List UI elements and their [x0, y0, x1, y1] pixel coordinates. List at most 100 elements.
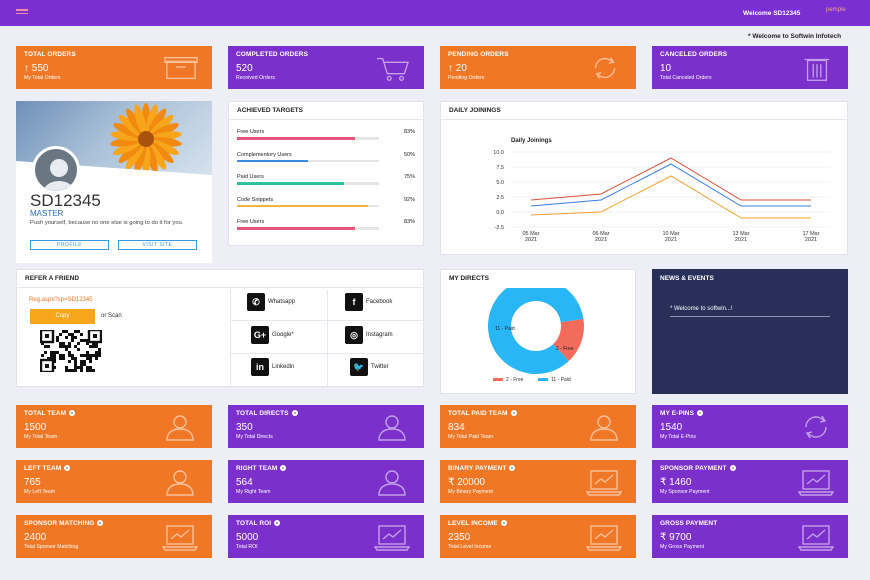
- stat-card-total-team[interactable]: TOTAL TEAM 1500 My Total Team: [16, 405, 212, 448]
- target-progress-bar: [237, 204, 379, 207]
- stat-card-left-team[interactable]: LEFT TEAM 765 My Left Team: [16, 460, 212, 503]
- eye-icon[interactable]: [64, 465, 71, 472]
- card-title-text: LEVEL INCOME: [448, 520, 498, 527]
- target-progress-bar: [237, 137, 379, 140]
- eye-icon[interactable]: [500, 520, 507, 527]
- copy-button[interactable]: Copy: [30, 309, 95, 324]
- profile-quote: Push yourself, because no one else is go…: [30, 220, 184, 226]
- share-twitter-button[interactable]: 🐦 Twitter: [350, 358, 389, 376]
- news-ticker: * Welcome to Softwin Infotech: [748, 33, 842, 40]
- stat-card-my-e-pins[interactable]: MY E-PINS 1540 My Total E-Pins: [652, 405, 848, 448]
- daily-joinings-chart: Daily Joinings 10.0 7.5 5.0 2.5 0.0 -2.5 05 Mar…: [493, 138, 831, 243]
- card-title: COMPLETED ORDERS: [236, 51, 309, 58]
- target-label: Paid Users: [237, 174, 264, 180]
- card-title-text: SPONSOR PAYMENT: [660, 465, 727, 472]
- card-title: LEVEL INCOME: [448, 520, 628, 527]
- stat-card-total-paid-team[interactable]: TOTAL PAID TEAM 834 My Total Paid Team: [440, 405, 636, 448]
- x-tick-label: 2021: [595, 237, 607, 243]
- legend-paid: 11 - Paid: [551, 377, 571, 383]
- card-title-text: TOTAL TEAM: [24, 410, 67, 417]
- share-label: Whatsapp: [268, 299, 296, 305]
- card-value: 765: [24, 477, 41, 488]
- card-title-text: TOTAL DIRECTS: [236, 410, 289, 417]
- social-divider: [230, 353, 423, 354]
- card-value: 2350: [448, 532, 471, 543]
- share-instagram-button[interactable]: ◎ Instagram: [345, 326, 393, 344]
- linkedin-icon: in: [251, 358, 269, 376]
- eye-icon[interactable]: [280, 465, 287, 472]
- eye-icon[interactable]: [274, 520, 281, 527]
- eye-icon[interactable]: [697, 410, 704, 417]
- profile-button[interactable]: PROFILE: [30, 240, 109, 250]
- user-menu[interactable]: pemple: [826, 7, 846, 13]
- order-card-pending-orders[interactable]: PENDING ORDERS ↑ 20 Pending Orders: [440, 46, 636, 89]
- order-card-completed-orders[interactable]: COMPLETED ORDERS 520 Received Orders: [228, 46, 424, 89]
- card-title-text: GROSS PAYMENT: [660, 520, 718, 527]
- card-title: LEFT TEAM: [24, 465, 204, 472]
- share-whatsapp-button[interactable]: ✆ Whatsapp: [247, 293, 295, 311]
- card-title-text: TOTAL PAID TEAM: [448, 410, 508, 417]
- x-tick-label: 10 Mar: [662, 231, 679, 237]
- news-events-panel: NEWS & EVENTS * Welcome to softwin...!: [652, 269, 848, 394]
- x-tick-label: 13 Mar: [732, 231, 749, 237]
- avatar: [32, 146, 80, 194]
- legend-free: 2 - Free: [506, 377, 524, 383]
- visit-site-button[interactable]: VISIT SITE: [118, 240, 197, 250]
- card-title: SPONSOR MATCHING: [24, 520, 204, 527]
- order-card-canceled-orders[interactable]: CANCELED ORDERS 10 Total Canceled Orders: [652, 46, 848, 89]
- stat-card-binary-payment[interactable]: BINARY PAYMENT ₹ 20000 My Binary Payment: [440, 460, 636, 503]
- share-label: Instagram: [366, 332, 393, 338]
- share-facebook-button[interactable]: f Facebook: [345, 293, 392, 311]
- target-row: Free Users 83%: [237, 129, 415, 141]
- stat-card-level-income[interactable]: LEVEL INCOME 2350 Total Level Income: [440, 515, 636, 558]
- card-subtitle: My Left Team: [24, 489, 56, 495]
- card-subtitle: Total Canceled Orders: [660, 75, 712, 81]
- stat-card-sponsor-payment[interactable]: SPONSOR PAYMENT ₹ 1460 My Sponsor Paymen…: [652, 460, 848, 503]
- news-item[interactable]: * Welcome to softwin...!: [670, 306, 830, 317]
- directs-title: MY DIRECTS: [449, 275, 489, 282]
- profile-rank: MASTER: [30, 209, 64, 218]
- card-value: ↑ 20: [448, 63, 467, 74]
- eye-icon[interactable]: [510, 410, 517, 417]
- joinings-title: DAILY JOININGS: [441, 102, 847, 120]
- share-linkedin-button[interactable]: in Linkedin: [251, 358, 294, 376]
- card-title: TOTAL DIRECTS: [236, 410, 416, 417]
- stat-card-sponsor-matching[interactable]: SPONSOR MATCHING 2400 Total Sponsor Matc…: [16, 515, 212, 558]
- y-tick-label: 7.5: [496, 165, 504, 171]
- stat-card-right-team[interactable]: RIGHT TEAM 564 My Right Team: [228, 460, 424, 503]
- target-percent: 92%: [403, 196, 415, 203]
- achieved-targets-panel: ACHIEVED TARGETS Free Users 83% Compleme…: [228, 101, 424, 246]
- share-google-button[interactable]: G+ Google*: [251, 326, 294, 344]
- eye-icon[interactable]: [97, 520, 104, 527]
- card-title: PENDING ORDERS: [448, 51, 509, 58]
- eye-icon[interactable]: [729, 465, 736, 472]
- stat-card-total-directs[interactable]: TOTAL DIRECTS 350 My Total Directs: [228, 405, 424, 448]
- slice-label-free: 2 - Free: [556, 346, 574, 352]
- stat-card-gross-payment[interactable]: GROSS PAYMENT ₹ 9700 My Gross Payment: [652, 515, 848, 558]
- referral-link[interactable]: Reg.aspx?sp=SD12345: [29, 297, 93, 303]
- order-card-total-orders[interactable]: TOTAL ORDERS ↑ 550 My Total Orders: [16, 46, 212, 89]
- card-subtitle: My Binary Payment: [448, 489, 493, 495]
- whatsapp-icon: ✆: [247, 293, 265, 311]
- eye-icon[interactable]: [291, 410, 298, 417]
- target-progress-bar: [237, 227, 379, 230]
- card-title: TOTAL ORDERS: [24, 51, 76, 58]
- facebook-icon: f: [345, 293, 363, 311]
- social-divider: [230, 320, 423, 321]
- stat-card-total-roi[interactable]: TOTAL ROI 5000 Total ROI: [228, 515, 424, 558]
- y-tick-label: 0.0: [496, 210, 504, 216]
- target-progress-bar: [237, 159, 379, 162]
- donut-slice-free[interactable]: [553, 318, 584, 361]
- eye-icon[interactable]: [509, 465, 516, 472]
- hamburger-menu-icon[interactable]: [16, 9, 28, 17]
- social-divider: [230, 290, 231, 386]
- y-tick-label: 10.0: [493, 150, 504, 156]
- x-tick-label: 05 Mar: [522, 231, 539, 237]
- donut-slice-paid[interactable]: [488, 288, 584, 374]
- eye-icon[interactable]: [69, 410, 76, 417]
- series-line-2: [530, 175, 811, 219]
- welcome-text: Welcome SD12345: [743, 10, 801, 17]
- y-tick-label: -2.5: [495, 225, 504, 231]
- chart-title: Daily Joinings: [511, 138, 552, 144]
- card-title-text: MY E-PINS: [660, 410, 695, 417]
